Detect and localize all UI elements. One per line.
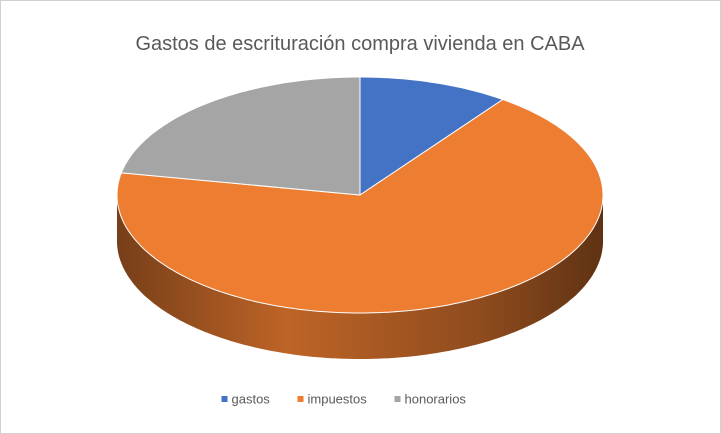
pie-slice <box>359 76 504 196</box>
pie-slice <box>116 98 604 314</box>
legend-marker <box>297 396 304 402</box>
pie-side-shade <box>117 195 603 359</box>
legend-label: gastos <box>232 391 271 406</box>
legend-label: impuestos <box>308 391 368 406</box>
legend-marker <box>394 396 401 402</box>
chart-title: Gastos de escrituración compra vivienda … <box>135 33 585 55</box>
pie <box>116 76 604 359</box>
legend: gastos impuestos honorarios <box>221 391 467 406</box>
pie-slice <box>120 76 361 196</box>
legend-label: honorarios <box>405 391 467 406</box>
legend-marker <box>221 396 228 402</box>
